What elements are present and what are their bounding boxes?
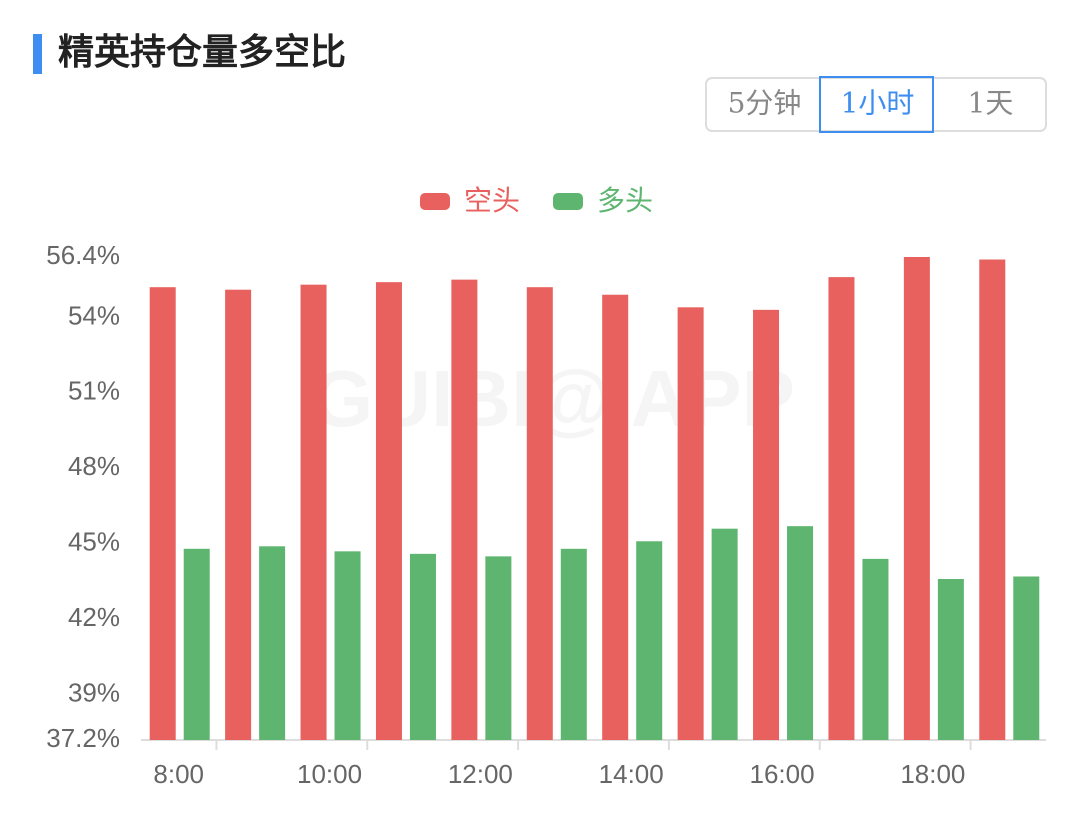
bar (334, 551, 361, 740)
interval-button[interactable]: 1天 (968, 87, 1014, 120)
y-tick-label: 54% (68, 300, 120, 330)
bar (903, 257, 930, 740)
x-tick-label: 8:00 (153, 759, 204, 789)
bar (485, 556, 512, 740)
interval-button[interactable]: 1小时 (841, 87, 915, 120)
chart-title: 精英持仓量多空比 (58, 32, 346, 73)
title-accent (33, 34, 42, 74)
bar (711, 528, 738, 740)
bar (225, 289, 252, 740)
bar (828, 277, 855, 740)
y-tick-label: 45% (68, 527, 120, 557)
legend-swatch (420, 193, 450, 210)
bar (979, 259, 1006, 740)
bar (1013, 576, 1040, 740)
legend-label: 多头 (597, 184, 653, 217)
bar (451, 279, 478, 740)
x-tick-label: 16:00 (750, 759, 815, 789)
bar (300, 284, 327, 740)
legend-label: 空头 (464, 184, 520, 217)
y-tick-label: 37.2% (46, 723, 120, 753)
bar (375, 282, 402, 740)
interval-button[interactable]: 5分钟 (728, 87, 802, 120)
bar (787, 526, 814, 740)
bar (409, 553, 436, 740)
interval-selected[interactable] (819, 76, 934, 133)
bar (937, 579, 964, 740)
y-tick-label: 39% (68, 678, 120, 708)
y-tick-label: 56.4% (46, 240, 120, 270)
legend-swatch (553, 193, 583, 210)
x-tick-label: 12:00 (448, 759, 513, 789)
bar (753, 309, 780, 740)
x-tick-label: 14:00 (599, 759, 664, 789)
y-tick-label: 51% (68, 376, 120, 406)
x-tick-label: 10:00 (297, 759, 362, 789)
bar (862, 558, 889, 740)
y-tick-label: 48% (68, 451, 120, 481)
bar (636, 541, 663, 740)
bar (149, 287, 176, 740)
bar (560, 548, 587, 740)
y-tick-label: 42% (68, 602, 120, 632)
bar (183, 548, 210, 740)
bar (677, 307, 704, 740)
x-tick-label: 18:00 (900, 759, 965, 789)
bar (526, 287, 553, 740)
bar (259, 546, 286, 740)
bar (602, 294, 629, 740)
